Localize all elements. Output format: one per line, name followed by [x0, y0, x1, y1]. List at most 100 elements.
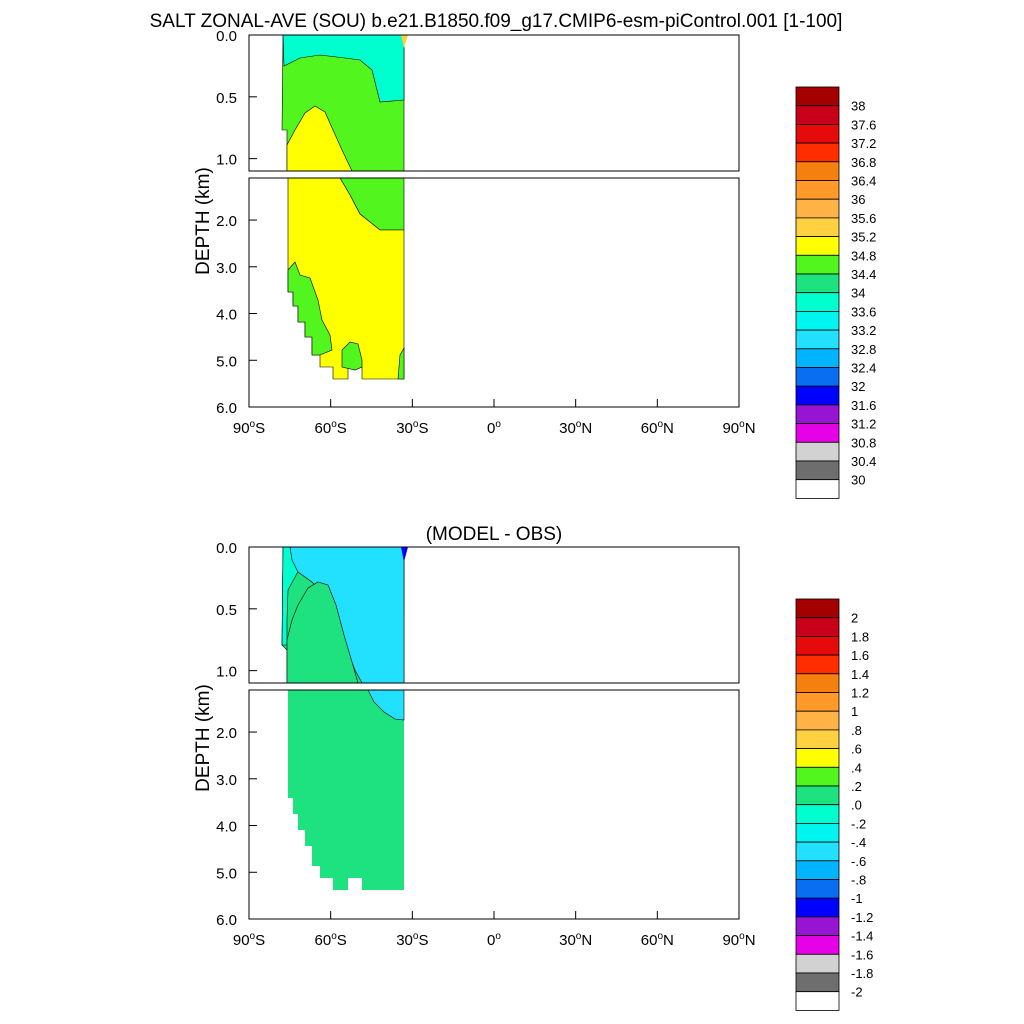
- colorbar-label: 1.4: [851, 667, 869, 682]
- difference-field-upper: [281, 546, 408, 684]
- colorbar-label: 35.6: [851, 211, 876, 226]
- y-tick-label: 5.0: [216, 865, 237, 882]
- difference-field-lower: [288, 689, 405, 890]
- colorbar-label: 31.2: [851, 417, 876, 432]
- colorbar-label: -1: [851, 891, 863, 906]
- colorbar-label: 32: [851, 379, 865, 394]
- colorbar-label: 1.8: [851, 629, 869, 644]
- colorbar-label: -.4: [851, 835, 866, 850]
- colorbar-swatch: [795, 841, 840, 862]
- colorbar-swatch: [795, 180, 840, 200]
- colorbar-label: 34.4: [851, 267, 876, 282]
- colorbar-swatch: [795, 785, 840, 806]
- x-tick-label: 30oN: [559, 419, 592, 437]
- colorbar-swatch: [795, 935, 840, 955]
- y-tick-label: 5.0: [216, 353, 237, 370]
- y-ticks-upper: 0.0 0.5 1.0: [216, 540, 257, 681]
- colorbar-swatch: [795, 823, 840, 843]
- x-tick-label: 30oS: [396, 931, 428, 949]
- x-tick-label: 60oN: [641, 419, 674, 437]
- plot-frame-upper: [248, 34, 740, 172]
- colorbar-label: 30.4: [851, 454, 876, 469]
- field-region-lower-green-patch: [341, 341, 363, 371]
- colorbar-swatch: [795, 142, 840, 163]
- y-ticks-upper: 0.0 0.5 1.0: [216, 28, 257, 169]
- colorbar-swatch: [795, 124, 840, 144]
- colorbar-swatch: [795, 404, 840, 424]
- y-tick-label: 4.0: [216, 819, 237, 836]
- y-tick-label: 0.0: [216, 540, 237, 557]
- colorbar-swatch: [795, 710, 840, 731]
- colorbar-swatch: [795, 310, 840, 331]
- colorbar-label: 33.2: [851, 323, 876, 338]
- colorbar-label: -1.6: [851, 947, 873, 962]
- colorbar-label: 37.6: [851, 117, 876, 132]
- colorbar-label: 36: [851, 192, 865, 207]
- x-ticks: 90oS 60oS 30oS 0o 30oN 60oN 90oN: [233, 911, 756, 949]
- x-tick-label: 90oN: [722, 931, 755, 949]
- y-tick-label: 3.0: [216, 772, 237, 789]
- x-tick-label: 60oS: [315, 931, 347, 949]
- colorbar-label: 31.6: [851, 398, 876, 413]
- y-tick-label: 2.0: [216, 213, 237, 230]
- colorbar-label: -.6: [851, 854, 866, 869]
- colorbar-swatch: [795, 254, 840, 275]
- y-ticks-lower: 2.0 3.0 4.0 5.0 6.0: [216, 725, 257, 929]
- y-tick-label: 6.0: [216, 400, 237, 417]
- colorbar-swatch: [795, 161, 840, 181]
- colorbar-swatch: [795, 748, 840, 768]
- colorbar-swatch: [795, 329, 840, 350]
- colorbar-swatch: [795, 879, 840, 899]
- colorbar-swatch: [795, 423, 840, 443]
- colorbar-swatch: [795, 479, 840, 499]
- y-ticks-lower: 2.0 3.0 4.0 5.0 6.0: [216, 213, 257, 417]
- colorbar-label: 32.8: [851, 342, 876, 357]
- colorbar-label: -1.2: [851, 910, 873, 925]
- colorbar-label: 36.8: [851, 155, 876, 170]
- y-tick-label: 1.0: [216, 664, 237, 681]
- colorbar-swatch: [795, 460, 840, 481]
- field-region-lower-sky: [362, 689, 405, 721]
- colorbar-label: 36.4: [851, 174, 876, 189]
- colorbar-swatch: [795, 692, 840, 712]
- colorbar-swatch: [795, 953, 840, 974]
- panel-difference: (MODEL - OBS) 0.00.51.0 2.03.04.05.06.0 …: [193, 524, 873, 1011]
- colorbar-swatch: [795, 198, 840, 219]
- colorbar-swatch: [795, 105, 840, 125]
- panel-salinity: SALT ZONAL-AVE (SOU) b.e21.B1850.f09_g17…: [150, 11, 876, 499]
- colorbar-swatch: [795, 972, 840, 993]
- x-tick-label: 0o: [487, 419, 501, 437]
- colorbar-swatch: [795, 617, 840, 637]
- y-tick-label: 3.0: [216, 260, 237, 277]
- colorbar-swatch: [795, 916, 840, 937]
- field-region-upper-blue-edge: [401, 547, 408, 562]
- colorbar-label: 34.8: [851, 248, 876, 263]
- colorbar-label: 1.6: [851, 648, 869, 663]
- x-tick-label: 60oN: [641, 931, 674, 949]
- y-tick-label: 4.0: [216, 307, 237, 324]
- plot-frame-upper: [248, 546, 740, 684]
- colorbar-label: 37.2: [851, 136, 876, 151]
- x-tick-label: 30oS: [396, 419, 428, 437]
- colorbar-swatch: [795, 441, 840, 462]
- colorbar-label: .2: [851, 779, 862, 794]
- chart-title: (MODEL - OBS): [426, 524, 563, 545]
- colorbar-swatch: [795, 991, 840, 1011]
- field-region-lower-green-east: [397, 346, 405, 380]
- colorbar-label: 2: [851, 611, 858, 626]
- colorbar-label: -1.8: [851, 966, 873, 981]
- field-region-lower-green-west: [287, 261, 333, 356]
- field-region-upper-mint-tongue: [286, 581, 359, 684]
- colorbar-swatch: [795, 766, 840, 787]
- colorbar-label: .8: [851, 723, 862, 738]
- colorbar-label: 34: [851, 286, 865, 301]
- colorbar-label: -.2: [851, 816, 866, 831]
- y-tick-label: 6.0: [216, 912, 237, 929]
- field-region-upper-gold-edge: [401, 35, 408, 48]
- x-tick-label: 90oS: [233, 931, 265, 949]
- colorbar-swatch: [795, 636, 840, 656]
- salinity-field-lower: [287, 177, 405, 380]
- colorbar-label: .0: [851, 798, 862, 813]
- colorbar-swatch: [795, 860, 840, 880]
